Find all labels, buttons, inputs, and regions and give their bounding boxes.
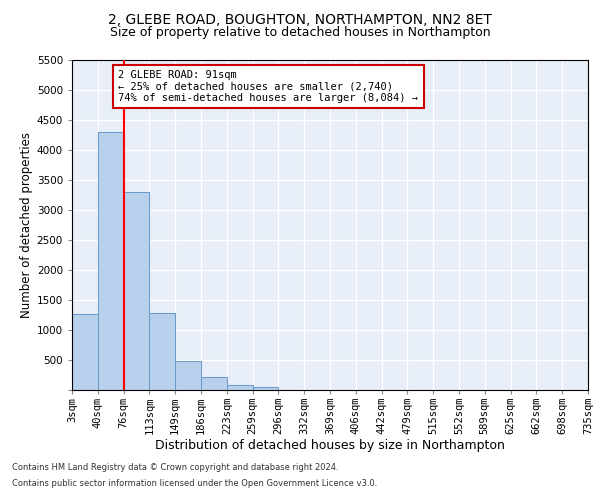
Text: 2, GLEBE ROAD, BOUGHTON, NORTHAMPTON, NN2 8ET: 2, GLEBE ROAD, BOUGHTON, NORTHAMPTON, NN… — [108, 12, 492, 26]
Text: Contains HM Land Registry data © Crown copyright and database right 2024.: Contains HM Land Registry data © Crown c… — [12, 464, 338, 472]
Bar — [149, 312, 175, 390]
Bar — [201, 378, 227, 390]
Bar — [98, 132, 124, 390]
Bar — [253, 386, 278, 390]
Bar — [72, 314, 98, 390]
Text: Contains public sector information licensed under the Open Government Licence v3: Contains public sector information licen… — [12, 478, 377, 488]
Bar — [124, 192, 149, 390]
Y-axis label: Number of detached properties: Number of detached properties — [20, 132, 32, 318]
Text: Size of property relative to detached houses in Northampton: Size of property relative to detached ho… — [110, 26, 490, 39]
Bar — [227, 385, 253, 390]
Text: 2 GLEBE ROAD: 91sqm
← 25% of detached houses are smaller (2,740)
74% of semi-det: 2 GLEBE ROAD: 91sqm ← 25% of detached ho… — [118, 70, 418, 103]
Bar — [175, 360, 201, 390]
X-axis label: Distribution of detached houses by size in Northampton: Distribution of detached houses by size … — [155, 438, 505, 452]
